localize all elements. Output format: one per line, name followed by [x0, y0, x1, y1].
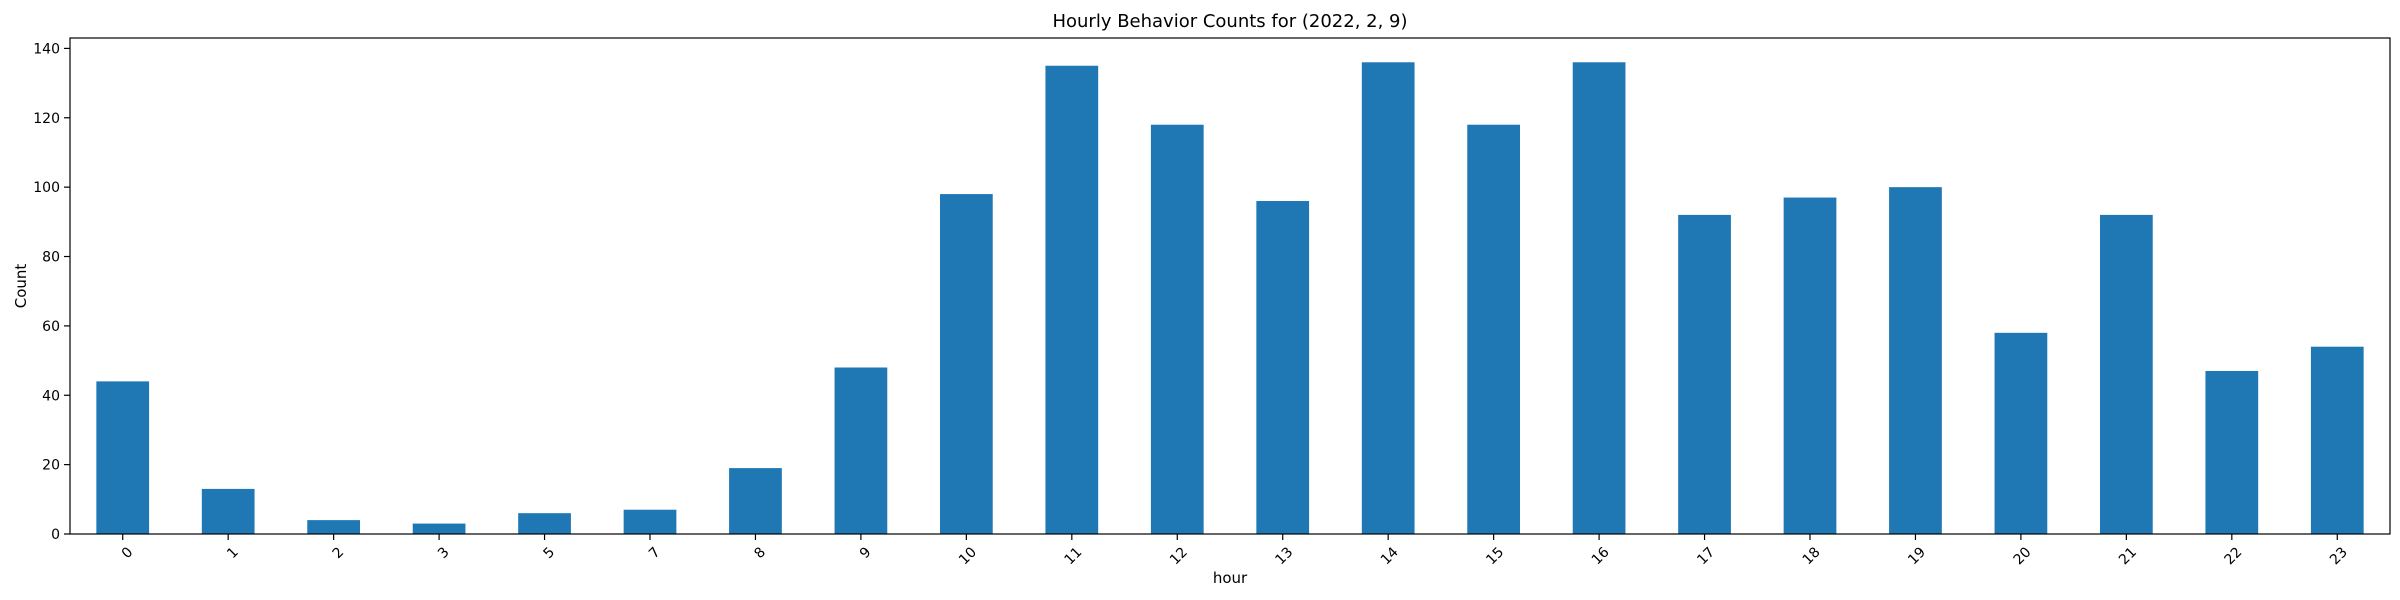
- x-tick-label-14: 14: [1378, 544, 1402, 568]
- bar-hour-23: [2310, 346, 2364, 534]
- x-tick-label-21: 21: [2116, 544, 2140, 568]
- bar-hour-12: [1150, 124, 1204, 535]
- bar-hour-11: [1045, 65, 1099, 534]
- y-tick-label-60: 60: [42, 319, 60, 335]
- bar-hour-21: [2100, 214, 2153, 534]
- x-tick-label-11: 11: [1062, 544, 1086, 568]
- bar-hour-3: [412, 523, 466, 534]
- bar-hour-20: [1994, 332, 2048, 534]
- x-tick-label-23: 23: [2327, 544, 2351, 568]
- x-tick-label-22: 22: [2222, 544, 2246, 568]
- x-tick-label-7: 7: [646, 544, 664, 562]
- x-tick-label-18: 18: [1800, 544, 1824, 568]
- x-tick-label-2: 2: [330, 544, 348, 562]
- plot-frame: [69, 37, 2391, 535]
- y-axis-label: Count: [12, 264, 30, 309]
- bar-hour-16: [1572, 62, 1626, 534]
- x-tick-label-0: 0: [119, 544, 137, 562]
- x-tick-label-8: 8: [751, 544, 769, 562]
- x-tick-label-17: 17: [1694, 544, 1718, 568]
- y-tick-label-0: 0: [51, 527, 60, 543]
- y-tick-label-20: 20: [42, 458, 60, 474]
- bar-hour-8: [729, 468, 782, 534]
- y-tick-label-120: 120: [33, 111, 60, 127]
- y-tick-label-140: 140: [33, 41, 60, 57]
- x-tick-label-20: 20: [2011, 544, 2035, 568]
- bar-hour-17: [1678, 214, 1731, 534]
- x-tick-label-12: 12: [1167, 544, 1191, 568]
- bar-hour-10: [940, 194, 993, 534]
- bar-hour-14: [1361, 62, 1415, 534]
- y-tick-label-40: 40: [42, 388, 60, 404]
- bar-hour-5: [518, 513, 571, 534]
- x-tick-label-19: 19: [1905, 544, 1929, 568]
- bar-hour-2: [307, 520, 360, 534]
- y-tick-label-100: 100: [33, 180, 60, 196]
- bar-hour-22: [2205, 370, 2259, 534]
- chart-title: Hourly Behavior Counts for (2022, 2, 9): [1052, 11, 1407, 32]
- x-tick-label-16: 16: [1589, 544, 1613, 568]
- bar-hour-7: [623, 509, 677, 534]
- x-tick-label-3: 3: [435, 544, 453, 562]
- x-tick-label-9: 9: [857, 544, 875, 562]
- bar-hour-9: [834, 367, 888, 534]
- x-tick-label-15: 15: [1483, 544, 1507, 568]
- bar-hour-13: [1256, 201, 1310, 534]
- y-tick-label-80: 80: [42, 250, 60, 266]
- bar-hour-15: [1467, 124, 1520, 535]
- bar-hour-19: [1889, 187, 1942, 534]
- bar-hour-18: [1783, 197, 1837, 535]
- x-tick-label-1: 1: [224, 544, 242, 562]
- x-tick-label-13: 13: [1272, 544, 1296, 568]
- x-tick-label-10: 10: [956, 544, 980, 568]
- x-tick-label-5: 5: [541, 544, 559, 562]
- x-axis-label: hour: [1213, 569, 1248, 587]
- bar-hour-1: [201, 488, 255, 534]
- bar-hour-0: [96, 381, 150, 534]
